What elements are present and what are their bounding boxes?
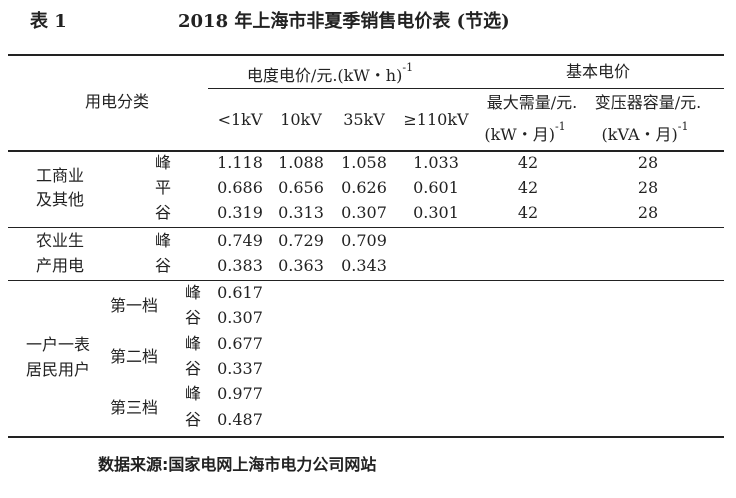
price-cell: 0.729 xyxy=(278,231,324,250)
unit-label: (kVA・月) xyxy=(601,125,678,144)
period-label: 谷 xyxy=(155,256,172,275)
group-label: 产用电 xyxy=(36,256,85,275)
price-cell: 1.118 xyxy=(217,153,263,172)
price-cell: 1.033 xyxy=(413,153,459,172)
price-cell: 0.313 xyxy=(278,203,324,222)
group-label: 工商业 xyxy=(36,166,85,185)
table-number: 表 1 xyxy=(30,11,67,32)
period-label: 谷 xyxy=(155,203,172,222)
voltage-header: 35kV xyxy=(343,110,385,129)
group-divider xyxy=(8,227,724,228)
price-cell: 0.487 xyxy=(217,410,263,429)
demand-cell: 42 xyxy=(517,178,539,197)
exponent: -1 xyxy=(402,61,414,74)
period-label: 谷 xyxy=(185,308,202,327)
price-cell: 0.383 xyxy=(217,256,263,275)
group-label: 农业生 xyxy=(36,231,85,250)
period-label: 峰 xyxy=(185,283,202,302)
period-label: 峰 xyxy=(185,334,202,353)
tier-label: 第二档 xyxy=(110,347,159,366)
unit-label: (kW・月) xyxy=(484,125,555,144)
period-label: 峰 xyxy=(185,384,202,403)
group-label: 及其他 xyxy=(36,190,85,209)
transformer-unit: (kVA・月)-1 xyxy=(601,120,689,145)
tier-label: 第三档 xyxy=(110,398,159,417)
capacity-cell: 28 xyxy=(637,203,659,222)
tier-label: 第一档 xyxy=(110,296,159,315)
source-note: 数据来源:国家电网上海市电力公司网站 xyxy=(98,455,377,474)
price-cell: 0.307 xyxy=(217,308,263,327)
category-header: 用电分类 xyxy=(85,92,150,111)
price-cell: 0.601 xyxy=(413,178,459,197)
header-subrule xyxy=(208,88,724,89)
table-title: 2018 年上海市非夏季销售电价表 (节选) xyxy=(178,11,510,32)
group-divider xyxy=(8,280,724,281)
exponent: -1 xyxy=(677,120,689,133)
period-label: 谷 xyxy=(185,410,202,429)
demand-cell: 42 xyxy=(517,153,539,172)
price-cell: 0.656 xyxy=(278,178,324,197)
header-rule xyxy=(8,150,724,152)
bottom-rule xyxy=(8,436,724,438)
basic-price-header: 基本电价 xyxy=(565,62,631,81)
capacity-cell: 28 xyxy=(637,153,659,172)
period-label: 平 xyxy=(155,178,172,197)
capacity-cell: 28 xyxy=(637,178,659,197)
price-cell: 0.686 xyxy=(217,178,263,197)
max-demand-header: 最大需量/元. xyxy=(486,93,578,112)
energy-price-label: 电度电价/元.(kW・h) xyxy=(246,66,403,85)
price-cell: 0.319 xyxy=(217,203,263,222)
price-cell: 0.626 xyxy=(341,178,387,197)
demand-cell: 42 xyxy=(517,203,539,222)
price-cell: 0.617 xyxy=(217,283,263,302)
group-label: 居民用户 xyxy=(26,360,91,379)
price-cell: 0.677 xyxy=(217,334,263,353)
price-cell: 0.343 xyxy=(341,256,387,275)
period-label: 峰 xyxy=(155,153,172,172)
voltage-header: <1kV xyxy=(217,110,263,129)
group-label: 一户一表 xyxy=(26,335,91,354)
energy-price-header: 电度电价/元.(kW・h)-1 xyxy=(246,61,413,86)
period-label: 峰 xyxy=(155,231,172,250)
period-label: 谷 xyxy=(185,359,202,378)
exponent: -1 xyxy=(554,120,566,133)
price-cell: 0.977 xyxy=(217,384,263,403)
price-cell: 0.301 xyxy=(413,203,459,222)
price-cell: 0.749 xyxy=(217,231,263,250)
voltage-header: ≥110kV xyxy=(403,110,469,129)
top-rule xyxy=(8,54,724,56)
price-cell: 0.337 xyxy=(217,359,263,378)
price-cell: 1.088 xyxy=(278,153,324,172)
price-cell: 0.709 xyxy=(341,231,387,250)
max-demand-unit: (kW・月)-1 xyxy=(484,120,565,145)
price-cell: 0.307 xyxy=(341,203,387,222)
price-cell: 1.058 xyxy=(341,153,387,172)
voltage-header: 10kV xyxy=(280,110,322,129)
price-cell: 0.363 xyxy=(278,256,324,275)
transformer-header: 变压器容量/元. xyxy=(594,93,702,112)
